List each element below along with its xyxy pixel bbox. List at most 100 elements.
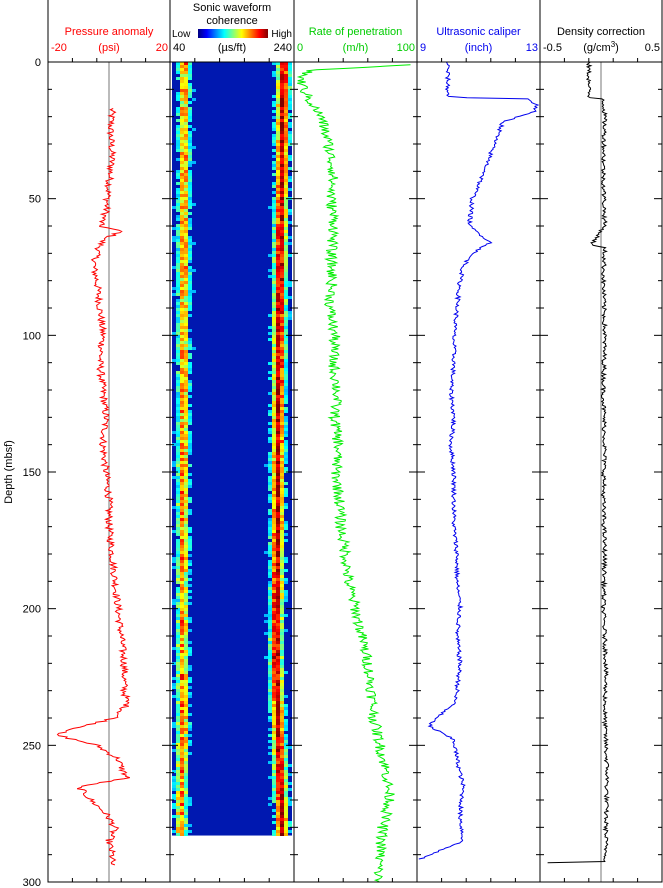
- heatmap-cell: [280, 407, 284, 410]
- heatmap-cell: [276, 536, 280, 539]
- heatmap-cell: [276, 635, 280, 638]
- heatmap-cell: [280, 245, 284, 248]
- heatmap-cell: [276, 824, 280, 827]
- heatmap-cell: [284, 695, 288, 698]
- heatmap-cell: [284, 458, 288, 461]
- heatmap-cell: [180, 305, 184, 308]
- heatmap-cell: [284, 788, 288, 791]
- heatmap-cell: [284, 428, 288, 431]
- heatmap-cell: [288, 788, 292, 791]
- heatmap-cell: [284, 398, 288, 401]
- heatmap-cell: [272, 395, 276, 398]
- heatmap-cell: [180, 398, 184, 401]
- heatmap-cell: [180, 251, 184, 254]
- heatmap-cell: [280, 551, 284, 554]
- heatmap-cell: [180, 497, 184, 500]
- heatmap-cell: [176, 734, 180, 737]
- heatmap-cell: [180, 98, 184, 101]
- track-unit: (g/cm3): [583, 40, 619, 54]
- heatmap-cell: [180, 593, 184, 596]
- heatmap-cell: [176, 632, 180, 635]
- heatmap-cell: [284, 749, 288, 752]
- heatmap-cell: [172, 686, 176, 689]
- heatmap-cell: [272, 566, 276, 569]
- heatmap-cell: [188, 155, 192, 158]
- heatmap-cell: [184, 299, 188, 302]
- heatmap-cell: [280, 320, 284, 323]
- heatmap-cell: [288, 113, 292, 116]
- heatmap-cell: [180, 419, 184, 422]
- x-tick-label: -20: [51, 42, 67, 54]
- heatmap-cell: [176, 314, 180, 317]
- heatmap-cell: [272, 494, 276, 497]
- heatmap-cell: [184, 488, 188, 491]
- heatmap-cell: [280, 440, 284, 443]
- heatmap-cell: [280, 665, 284, 668]
- heatmap-cell: [180, 635, 184, 638]
- heatmap-cell: [184, 473, 188, 476]
- heatmap-cell: [188, 380, 192, 383]
- heatmap-cell: [280, 680, 284, 683]
- heatmap-cell: [184, 740, 188, 743]
- heatmap-cell: [280, 191, 284, 194]
- heatmap-cell: [180, 446, 184, 449]
- heatmap-cell: [184, 197, 188, 200]
- heatmap-cell: [184, 626, 188, 629]
- heatmap-cell: [280, 419, 284, 422]
- heatmap-cell: [276, 365, 280, 368]
- heatmap-cell: [284, 374, 288, 377]
- heatmap-cell: [272, 212, 276, 215]
- heatmap-cell: [184, 434, 188, 437]
- heatmap-cell: [180, 515, 184, 518]
- heatmap-cell: [176, 560, 180, 563]
- heatmap-cell: [272, 776, 276, 779]
- heatmap-cell: [280, 428, 284, 431]
- heatmap-cell: [176, 278, 180, 281]
- x-tick-label: 0: [297, 42, 303, 54]
- heatmap-cell: [276, 623, 280, 626]
- heatmap-cell: [280, 425, 284, 428]
- heatmap-cell: [284, 278, 288, 281]
- heatmap-cell: [188, 269, 192, 272]
- heatmap-cell: [276, 650, 280, 653]
- heatmap-cell: [180, 614, 184, 617]
- heatmap-cell: [184, 452, 188, 455]
- heatmap-cell: [176, 716, 180, 719]
- heatmap-cell: [272, 488, 276, 491]
- heatmap-cell: [280, 812, 284, 815]
- heatmap-cell: [284, 818, 288, 821]
- heatmap-cell: [272, 644, 276, 647]
- heatmap-cell: [172, 287, 176, 290]
- heatmap-cell: [180, 161, 184, 164]
- heatmap-cell: [284, 101, 288, 104]
- heatmap-cell: [284, 179, 288, 182]
- heatmap-cell: [180, 713, 184, 716]
- heatmap-cell: [176, 434, 180, 437]
- heatmap-cell: [180, 173, 184, 176]
- heatmap-cell: [276, 140, 280, 143]
- heatmap-cell: [276, 389, 280, 392]
- heatmap-cell: [176, 617, 180, 620]
- heatmap-cell: [272, 134, 276, 137]
- heatmap-cell: [268, 803, 272, 806]
- heatmap-cell: [264, 551, 268, 554]
- heatmap-cell: [280, 230, 284, 233]
- heatmap-cell: [272, 278, 276, 281]
- heatmap-cell: [176, 425, 180, 428]
- heatmap-cell: [280, 185, 284, 188]
- heatmap-cell: [184, 818, 188, 821]
- heatmap-cell: [272, 308, 276, 311]
- heatmap-cell: [280, 68, 284, 71]
- heatmap-cell: [276, 338, 280, 341]
- heatmap-cell: [188, 152, 192, 155]
- heatmap-cell: [180, 725, 184, 728]
- heatmap-cell: [188, 539, 192, 542]
- heatmap-cell: [184, 743, 188, 746]
- heatmap-cell: [180, 383, 184, 386]
- heatmap-cell: [176, 350, 180, 353]
- heatmap-cell: [180, 92, 184, 95]
- heatmap-cell: [268, 650, 272, 653]
- heatmap-cell: [188, 362, 192, 365]
- heatmap-cell: [176, 542, 180, 545]
- heatmap-cell: [172, 779, 176, 782]
